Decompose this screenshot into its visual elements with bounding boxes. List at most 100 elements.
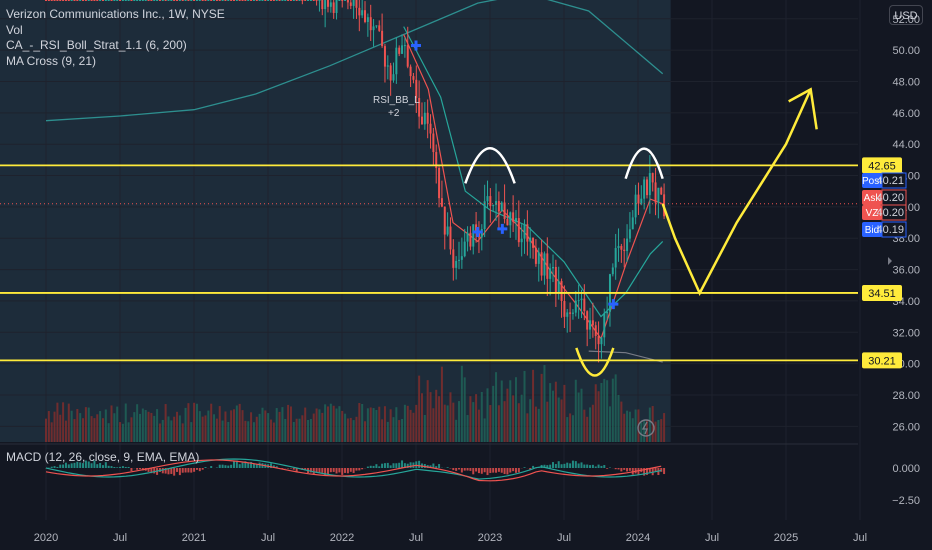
candle-body [452, 249, 455, 268]
volume-bar [594, 384, 597, 442]
macd-bar [435, 466, 438, 468]
macd-bar [512, 468, 515, 472]
macd-bar [600, 465, 603, 468]
macd-bar [603, 465, 606, 468]
indicator-ma-legend[interactable]: MA Cross (9, 21) [6, 53, 97, 68]
volume-bar [147, 411, 150, 442]
quote-badge-value-bg [881, 221, 907, 238]
scroll-right-icon[interactable] [888, 257, 892, 265]
macd-tick-label: −2.50 [892, 495, 920, 507]
candle-body [292, 0, 295, 1]
candle-body [355, 0, 358, 8]
volume-bar [73, 419, 76, 442]
volume-bar [210, 403, 213, 442]
volume-bar [267, 413, 270, 442]
candle-body [50, 0, 53, 1]
volume-bar [187, 403, 190, 442]
candle-body [552, 266, 555, 269]
volume-bar [364, 421, 367, 442]
candle-body [375, 25, 378, 27]
volume-bar [99, 411, 102, 442]
volume-bar [514, 377, 517, 442]
macd-bar [497, 468, 500, 472]
candle-body [230, 0, 233, 1]
volume-bar [608, 406, 611, 442]
macd-bar [432, 463, 435, 468]
candle-body [398, 47, 401, 54]
time-tick-label: 2021 [182, 532, 206, 544]
quote-badge-value: 40.20 [876, 207, 904, 219]
volume-bar [611, 378, 614, 442]
volume-bar [278, 411, 281, 442]
macd-bar [606, 468, 609, 469]
macd-bar [87, 461, 90, 468]
macd-bar [178, 468, 181, 476]
macd-bar [101, 465, 104, 468]
volume-bar [304, 407, 307, 442]
candle-body [603, 313, 606, 338]
candle-body [312, 0, 315, 1]
candle-body [153, 0, 156, 1]
volume-bar [281, 407, 284, 442]
volume-bar [477, 409, 480, 442]
macd-bar [295, 468, 298, 473]
candle-body [534, 247, 537, 264]
quote-badge-label: Bid [865, 225, 879, 236]
macd-bar [381, 463, 384, 468]
volume-bar [472, 402, 475, 442]
candle-body [651, 173, 654, 183]
symbol-title[interactable]: Verizon Communications Inc., 1W, NYSE [6, 7, 225, 21]
macd-bar [455, 468, 458, 471]
candle-body [571, 312, 574, 314]
volume-bar [420, 393, 423, 442]
currency-button[interactable]: USD [889, 5, 923, 25]
volume-bar [201, 416, 204, 442]
long-ma-line [45, 0, 664, 122]
time-tick-label: 2025 [774, 532, 798, 544]
horizontal-levels[interactable] [0, 164, 858, 362]
candle-body [660, 187, 663, 195]
volume-bar [332, 405, 335, 442]
volume-bar [623, 413, 626, 442]
volume-bar [195, 403, 198, 442]
candle-body [586, 311, 589, 330]
macd-bar [480, 468, 483, 474]
macd-legend[interactable]: MACD (12, 26, close, 9, EMA, EMA) [6, 450, 200, 464]
volume-bar [569, 413, 572, 442]
macd-bar [643, 468, 646, 476]
macd-bar [523, 467, 526, 468]
volume-legend[interactable]: Vol [6, 22, 23, 37]
candle-body [181, 0, 184, 1]
macd-bar [651, 468, 654, 476]
indicator-rsi-legend[interactable]: CA_-_RSI_Boll_Strat_1.1 (6, 200) [6, 38, 187, 52]
candle-body [99, 0, 102, 1]
macd-bar [121, 466, 124, 468]
drawings[interactable] [464, 87, 818, 377]
volume-bar [540, 373, 543, 442]
volume-bar [574, 379, 577, 442]
volume-bar [586, 416, 589, 442]
volume-bar [557, 397, 560, 442]
volume-bar [218, 406, 221, 442]
candle-body [358, 7, 361, 16]
candle-body [270, 0, 273, 1]
candle-body [104, 0, 107, 1]
candle-body [643, 179, 646, 199]
candle-body [124, 0, 127, 1]
time-tick-label: 2024 [626, 532, 650, 544]
macd-bar [358, 468, 361, 471]
volume-bar [170, 420, 173, 442]
macd-bar [446, 467, 449, 468]
annotation-line2: +2 [388, 108, 400, 119]
macd-bar [492, 468, 495, 473]
replay-icon[interactable] [637, 419, 655, 437]
candle-body [198, 0, 201, 1]
volume-bar [597, 391, 600, 442]
candle-body [309, 0, 312, 1]
macd-bar [64, 462, 67, 468]
volume-bar [614, 374, 617, 442]
candle-body [232, 0, 235, 1]
candle-body [503, 202, 506, 219]
macd-bar [270, 463, 273, 468]
